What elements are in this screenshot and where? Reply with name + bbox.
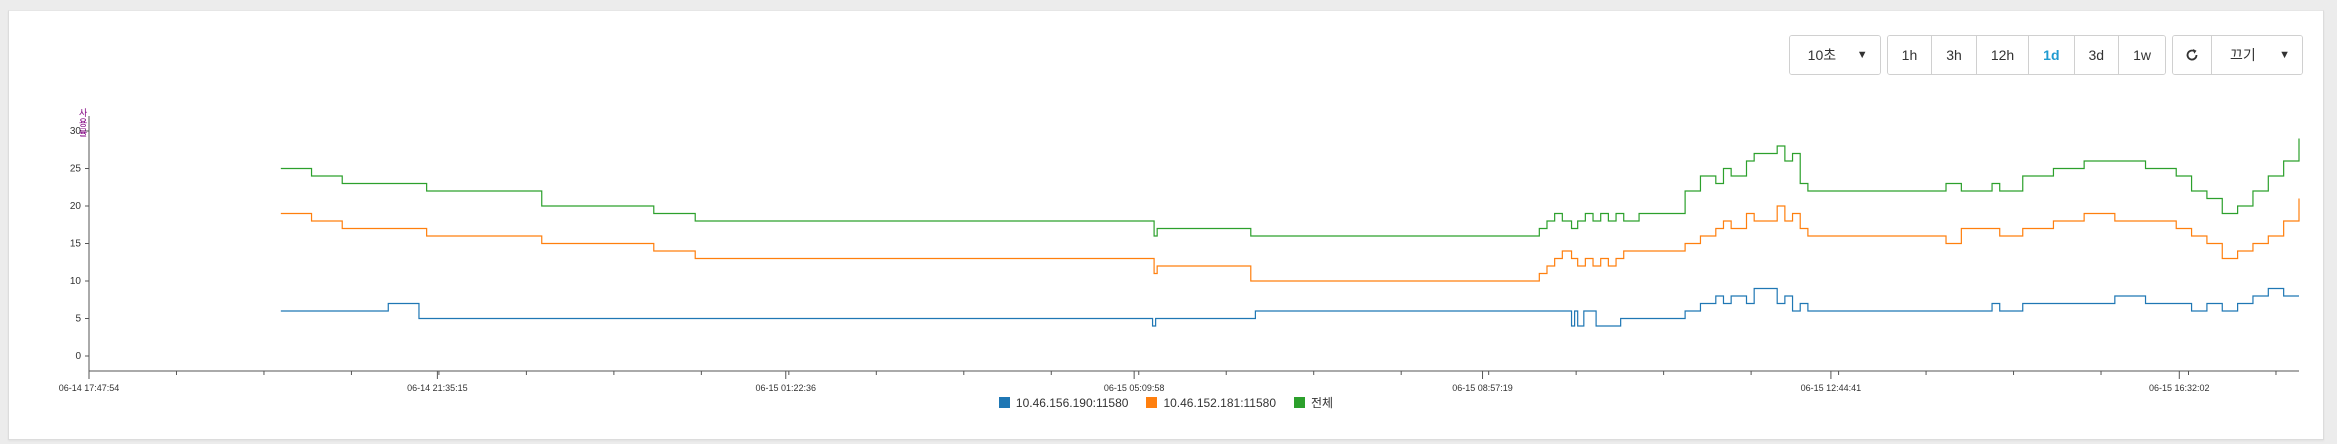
legend-label: 10.46.152.181:11580 — [1163, 395, 1277, 410]
range-button-3h[interactable]: 3h — [1931, 36, 1976, 74]
chart-toolbar: 10초 ▼ 1h 3h 12h 1d 3d 1w 끄기 ▼ — [1783, 35, 2303, 75]
x-tick-label: 06-14 21:35:15 — [407, 383, 468, 391]
series-line-0 — [280, 287, 2299, 327]
range-button-1h[interactable]: 1h — [1887, 36, 1932, 74]
refresh-icon — [2186, 49, 2198, 61]
refresh-button[interactable] — [2173, 36, 2211, 74]
chevron-down-icon: ▼ — [1856, 49, 1868, 61]
x-tick-label: 06-15 16:32:02 — [2149, 383, 2210, 391]
interval-select[interactable]: 10초 ▼ — [1789, 36, 1880, 74]
range-button-12h[interactable]: 12h — [1975, 36, 2029, 74]
x-tick-label: 06-15 05:09:58 — [1104, 383, 1165, 391]
range-button-1w[interactable]: 1w — [2118, 36, 2165, 74]
auto-refresh-select[interactable]: 끄기 ▼ — [2211, 36, 2302, 74]
range-button-group: 1h 3h 12h 1d 3d 1w — [1886, 35, 2166, 75]
auto-refresh-value: 끄기 — [2230, 47, 2256, 63]
chart-panel: 10초 ▼ 1h 3h 12h 1d 3d 1w 끄기 ▼ — [8, 10, 2324, 440]
y-tick-label: 0 — [75, 351, 81, 362]
series-layer — [280, 138, 2300, 327]
x-tick-label: 06-15 08:57:19 — [1452, 383, 1513, 391]
x-tick-label: 06-14 17:47:54 — [59, 383, 120, 391]
legend-item-series-1[interactable]: 10.46.152.181:11580 — [1146, 394, 1276, 411]
chevron-down-icon: ▼ — [2279, 49, 2290, 61]
x-axis: 06-14 17:47:54 06-14 21:35:15 06-15 01:22:… — [59, 370, 2299, 391]
y-tick-label: 15 — [70, 239, 82, 250]
line-chart: 0 5 10 15 20 25 30 06-14 17:47:54 06-14 21:35:1… — [59, 108, 2300, 391]
interval-select-group: 10초 ▼ — [1788, 35, 1881, 75]
y-tick-label: 20 — [70, 201, 82, 212]
chart-legend: 10.46.156.190:11580 10.46.152.181:11580 … — [9, 394, 2323, 411]
legend-swatch — [1146, 397, 1158, 408]
legend-label: 10.46.156.190:11580 — [1015, 395, 1129, 410]
range-button-1d[interactable]: 1d — [2028, 36, 2074, 74]
legend-swatch — [998, 397, 1010, 408]
x-tick-label: 06-15 12:44:41 — [1801, 383, 1862, 391]
series-line-2 — [280, 138, 2300, 237]
legend-item-series-2[interactable]: 전체 — [1294, 394, 1333, 411]
y-tick-label: 30 — [70, 126, 82, 137]
refresh-group: 끄기 ▼ — [2172, 35, 2303, 75]
x-tick-label: 06-15 01:22:36 — [755, 383, 816, 391]
legend-label: 전체 — [1311, 396, 1334, 410]
interval-select-value: 10초 — [1807, 47, 1837, 63]
y-axis: 0 5 10 15 20 25 30 — [70, 116, 90, 371]
series-line-1 — [280, 198, 2300, 282]
y-tick-label: 25 — [70, 164, 82, 175]
range-button-3d[interactable]: 3d — [2073, 36, 2119, 74]
legend-swatch — [1294, 397, 1306, 408]
legend-item-series-0[interactable]: 10.46.156.190:11580 — [998, 394, 1129, 411]
y-tick-label: 10 — [70, 276, 82, 287]
y-tick-label: 5 — [75, 314, 81, 325]
